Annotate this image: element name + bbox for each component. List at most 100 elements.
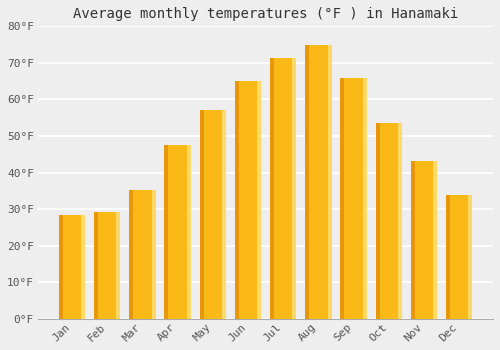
Bar — [340, 78, 342, 319]
Bar — [390, 123, 392, 319]
Bar — [286, 58, 287, 319]
Bar — [343, 78, 344, 319]
Bar — [386, 123, 388, 319]
Bar — [210, 110, 212, 319]
Bar — [84, 215, 85, 319]
Bar — [359, 78, 360, 319]
Bar — [306, 45, 308, 319]
Bar — [141, 190, 142, 319]
Bar — [80, 215, 81, 319]
Bar — [172, 145, 174, 319]
Bar — [384, 123, 385, 319]
Bar — [414, 161, 416, 319]
Bar — [68, 215, 70, 319]
Bar — [132, 190, 133, 319]
Bar — [222, 110, 224, 319]
Bar — [82, 215, 84, 319]
Bar — [94, 212, 96, 319]
Bar — [290, 58, 291, 319]
Bar — [70, 215, 72, 319]
Bar — [287, 58, 288, 319]
Bar — [448, 195, 450, 319]
Bar — [167, 145, 168, 319]
Bar — [96, 212, 98, 319]
Bar — [98, 212, 100, 319]
Bar — [274, 58, 276, 319]
Bar — [140, 190, 141, 319]
Bar — [312, 45, 313, 319]
Bar — [328, 45, 329, 319]
Bar — [62, 215, 63, 319]
Bar — [187, 145, 188, 319]
Bar — [411, 161, 412, 319]
Bar — [168, 145, 170, 319]
Bar — [376, 123, 377, 319]
Bar — [148, 190, 149, 319]
Bar — [154, 190, 156, 319]
Bar — [106, 212, 107, 319]
Bar — [136, 190, 137, 319]
Bar — [321, 45, 322, 319]
Bar — [100, 212, 102, 319]
Bar — [235, 81, 236, 319]
Bar — [130, 190, 132, 319]
Bar — [392, 123, 394, 319]
Bar — [396, 123, 398, 319]
Bar — [179, 145, 180, 319]
Bar — [456, 195, 458, 319]
Bar — [256, 81, 257, 319]
Bar — [326, 45, 328, 319]
Bar — [170, 145, 171, 319]
Bar — [252, 81, 254, 319]
Bar — [348, 78, 350, 319]
Bar — [460, 195, 462, 319]
Bar — [149, 190, 150, 319]
Bar — [208, 110, 209, 319]
Bar — [183, 145, 184, 319]
Bar — [257, 81, 258, 319]
Bar — [342, 78, 343, 319]
Bar — [278, 58, 279, 319]
Bar — [244, 81, 246, 319]
Bar — [310, 45, 312, 319]
Bar — [272, 58, 274, 319]
Bar — [103, 212, 104, 319]
Bar — [258, 81, 260, 319]
Bar — [313, 45, 314, 319]
Bar — [382, 123, 384, 319]
Bar — [200, 110, 201, 319]
Bar — [432, 161, 433, 319]
Bar — [356, 78, 358, 319]
Bar — [110, 212, 111, 319]
Bar — [212, 110, 213, 319]
Bar — [398, 123, 400, 319]
Bar — [318, 45, 320, 319]
Bar — [330, 45, 332, 319]
Bar — [363, 78, 364, 319]
Bar — [412, 161, 414, 319]
Bar — [381, 123, 382, 319]
Bar — [188, 145, 190, 319]
Bar — [254, 81, 256, 319]
Bar — [174, 145, 175, 319]
Bar — [316, 45, 317, 319]
Bar — [434, 161, 436, 319]
Bar — [466, 195, 467, 319]
Bar — [288, 58, 290, 319]
Bar — [209, 110, 210, 319]
Bar — [344, 78, 346, 319]
Bar — [471, 195, 472, 319]
Bar — [206, 110, 208, 319]
Bar — [153, 190, 154, 319]
Bar — [389, 123, 390, 319]
Bar — [420, 161, 422, 319]
Bar — [204, 110, 205, 319]
Bar — [216, 110, 218, 319]
Bar — [305, 45, 306, 319]
Bar — [133, 190, 134, 319]
Bar — [224, 110, 226, 319]
Bar — [324, 45, 325, 319]
Bar — [238, 81, 240, 319]
Bar — [184, 145, 186, 319]
Bar — [454, 195, 455, 319]
